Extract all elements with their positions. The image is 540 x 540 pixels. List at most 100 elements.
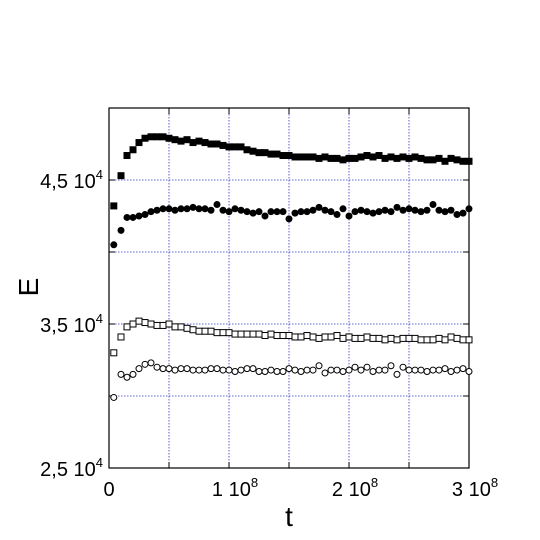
data-point-s3-3 [129,370,137,378]
data-point-s2-0 [110,349,118,357]
data-point-s0-48 [399,153,407,161]
data-point-s3-4 [135,365,143,373]
data-point-s3-50 [411,366,419,374]
data-point-s2-19 [225,329,233,337]
data-point-s0-15 [201,139,209,147]
data-point-s1-49 [405,205,413,213]
data-point-s2-28 [279,332,287,340]
data-point-s1-52 [423,206,431,214]
y-tick-label-1: 3,5 104 [40,311,103,337]
data-point-s2-21 [237,330,245,338]
data-point-s2-4 [135,317,143,325]
data-point-s2-36 [327,333,335,341]
data-point-s0-31 [297,153,305,161]
data-point-s0-59 [465,157,473,165]
data-point-s1-27 [273,208,281,216]
data-point-s1-48 [399,206,407,214]
data-point-s1-47 [393,203,401,211]
data-point-s3-18 [219,366,227,374]
data-point-s2-39 [345,333,353,341]
data-point-s0-51 [417,154,425,162]
data-point-s2-30 [291,333,299,341]
data-point-s3-27 [273,368,281,376]
data-point-s1-21 [237,206,245,214]
data-point-s0-13 [189,139,197,147]
data-point-s1-30 [291,209,299,217]
data-point-s1-57 [453,211,461,219]
data-point-s1-58 [459,209,467,217]
data-point-s2-11 [177,323,185,331]
data-point-s3-28 [279,368,287,376]
data-point-s3-41 [357,366,365,374]
data-point-s2-22 [243,330,251,338]
data-point-s1-5 [141,211,149,219]
data-point-s1-44 [375,208,383,216]
data-point-s3-10 [171,366,179,374]
data-point-s2-50 [411,334,419,342]
y-tick-label-0: 2,5 104 [40,455,103,481]
data-point-s0-30 [291,153,299,161]
data-point-s0-57 [453,156,461,164]
data-point-s3-51 [417,366,425,374]
data-point-s1-17 [213,200,221,208]
data-point-s3-8 [159,365,167,373]
data-point-s1-34 [315,203,323,211]
x-axis-label: t [285,501,293,532]
data-point-s1-42 [363,208,371,216]
data-point-s3-29 [285,365,293,373]
data-point-s1-13 [189,203,197,211]
axis-ticks [109,108,469,468]
data-point-s0-20 [231,143,239,151]
data-point-s0-35 [321,153,329,161]
data-point-s0-18 [219,141,227,149]
x-tick-label-3: 3 108 [452,475,498,501]
x-tick-labels: 0 1 108 2 108 3 108 [103,475,498,501]
data-point-s0-24 [255,149,263,157]
data-point-s3-54 [435,366,443,374]
data-point-s3-40 [351,363,359,371]
data-point-s0-11 [177,137,185,145]
data-point-s0-38 [339,156,347,164]
data-point-s1-2 [123,213,131,221]
data-point-s3-26 [267,366,275,374]
data-point-s1-15 [201,205,209,213]
data-point-s0-10 [171,136,179,144]
data-point-s3-58 [459,365,467,373]
data-point-s1-23 [249,209,257,217]
data-point-s1-51 [417,208,425,216]
data-point-s3-56 [447,368,455,376]
data-point-s2-5 [141,319,149,327]
data-point-s3-24 [255,368,263,376]
data-point-s0-41 [357,153,365,161]
data-point-s2-58 [459,336,467,344]
data-point-s3-42 [363,363,371,371]
series-3-open-circle [110,359,473,401]
data-point-s1-59 [465,205,473,213]
data-point-s1-22 [243,208,251,216]
data-point-s0-28 [279,152,287,160]
data-point-s0-36 [327,154,335,162]
data-point-s3-25 [261,368,269,376]
data-point-s2-9 [165,320,173,328]
data-point-s1-10 [171,206,179,214]
data-point-s2-44 [375,334,383,342]
data-point-s0-53 [429,156,437,164]
data-point-s0-56 [447,154,455,162]
data-point-s1-38 [339,205,347,213]
data-point-s1-40 [351,208,359,216]
data-point-s1-45 [381,206,389,214]
y-tick-label-2: 4,5 104 [40,167,103,193]
data-point-s0-21 [237,143,245,151]
data-point-s2-49 [405,334,413,342]
data-point-s0-3 [129,146,137,154]
data-point-s0-39 [345,154,353,162]
data-point-s2-38 [339,334,347,342]
data-point-s2-45 [381,336,389,344]
data-point-s0-12 [183,136,191,144]
data-point-s0-50 [411,153,419,161]
data-point-s3-2 [123,373,131,381]
data-point-s0-44 [375,152,383,160]
data-point-s1-35 [321,206,329,214]
data-point-s0-49 [405,154,413,162]
data-point-s1-39 [345,212,353,220]
